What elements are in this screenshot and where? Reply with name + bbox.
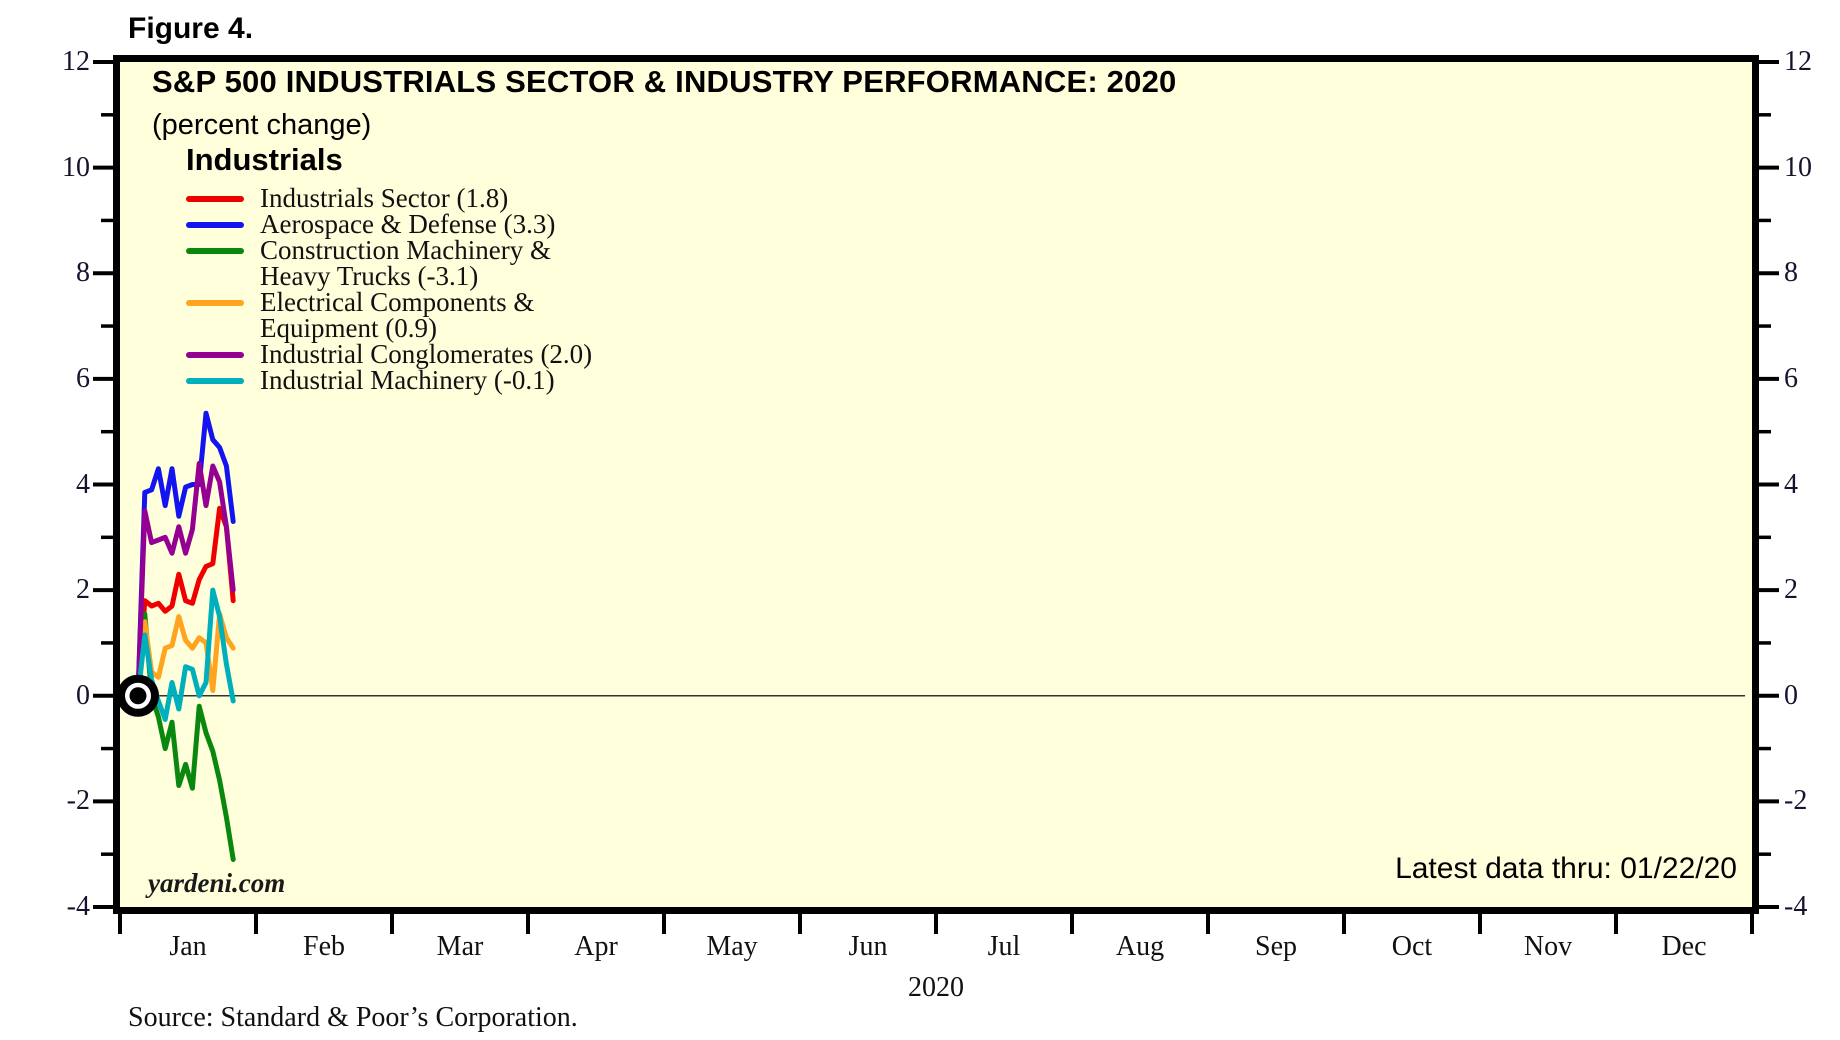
month-label-dec: Dec [1661,931,1707,962]
latest-data-note: Latest data thru: 01/22/20 [1395,852,1737,885]
y-axis-label-right--2: -2 [1784,785,1808,817]
legend: Industrials Sector (1.8) Aerospace & Defe… [186,183,593,395]
month-label-jun: Jun [848,931,888,962]
legend-swatch-electrical-components-equipment [186,300,244,306]
y-axis-label-right-10: 10 [1784,151,1812,183]
legend-swatch-industrial-conglomerates [186,352,244,358]
y-axis-label-right-8: 8 [1784,257,1798,289]
y-axis-label-left-2: 2 [76,574,90,606]
y-axis-label-left--4: -4 [66,891,90,922]
legend-item: Aerospace & Defense (3.3) [186,209,592,239]
legend-swatch-industrial-machinery [186,378,244,384]
chart-title: S&P 500 INDUSTRIALS SECTOR & INDUSTRY PE… [152,64,1177,99]
legend-label: Aerospace & Defense (3.3) [260,209,556,239]
x-axis-year-label: 2020 [908,972,964,1003]
month-label-sep: Sep [1255,931,1297,962]
y-axis-label-left-4: 4 [76,468,90,500]
legend-item: Electrical Components & Equipment (0.9) [186,287,592,343]
legend-swatch-industrials-sector [186,196,244,202]
watermark-yardeni: yardeni.com [148,868,286,898]
legend-label: Construction Machinery & Heavy Trucks (-3… [260,235,551,291]
y-axis-label-right-2: 2 [1784,574,1798,606]
legend-item: Industrial Conglomerates (2.0) [186,339,593,369]
legend-group-title: Industrials [186,142,343,177]
legend-label-line: Industrial Machinery (-0.1) [260,365,555,395]
month-label-jul: Jul [987,931,1021,962]
legend-swatch-construction-machinery-heavy-trucks [186,248,244,254]
legend-label-line: Industrials Sector (1.8) [260,183,509,213]
y-axis-label-left-8: 8 [76,257,90,289]
y-axis-label-right--4: -4 [1784,891,1808,922]
y-axis-label-left-6: 6 [76,362,90,394]
legend-label-line: Electrical Components & [260,287,535,317]
y-axis-label-left-12: 12 [62,46,90,77]
y-axis-label-left-0: 0 [76,679,90,711]
month-label-jan: Jan [169,931,207,962]
month-label-nov: Nov [1523,931,1573,962]
y-axis-label-right-4: 4 [1784,468,1798,500]
legend-label-line: Industrial Conglomerates (2.0) [260,339,593,369]
legend-swatch-aerospace-defense [186,222,244,228]
month-label-may: May [706,931,758,962]
legend-label-line: Equipment (0.9) [260,313,437,343]
legend-label-line: Aerospace & Defense (3.3) [260,209,556,239]
y-axis-label-left-10: 10 [62,151,90,183]
y-axis-label-right-0: 0 [1784,679,1798,711]
legend-item: Industrial Machinery (-0.1) [186,365,592,395]
month-label-oct: Oct [1391,931,1433,962]
legend-label: Electrical Components & Equipment (0.9) [260,287,535,343]
month-label-mar: Mar [436,931,484,962]
figure-label: Figure 4. [128,12,254,45]
y-axis-label-left--2: -2 [66,785,90,817]
month-label-apr: Apr [574,931,618,962]
legend-label: Industrials Sector (1.8) [260,183,509,213]
legend-item: Industrials Sector (1.8) [186,183,592,213]
chart-subtitle: (percent change) [152,109,372,141]
legend-label-line: Heavy Trucks (-3.1) [260,261,479,291]
source-note: Source: Standard & Poor’s Corporation. [128,1002,578,1033]
month-label-feb: Feb [303,931,345,962]
legend-label: Industrial Machinery (-0.1) [260,365,555,395]
y-axis-label-right-12: 12 [1784,46,1812,77]
legend-label: Industrial Conglomerates (2.0) [260,339,593,369]
legend-label-line: Construction Machinery & [260,235,551,265]
y-axis-label-right-6: 6 [1784,362,1798,394]
plot-area [113,55,1759,914]
month-label-aug: Aug [1115,931,1165,962]
legend-item: Construction Machinery & Heavy Trucks (-3… [186,235,592,291]
